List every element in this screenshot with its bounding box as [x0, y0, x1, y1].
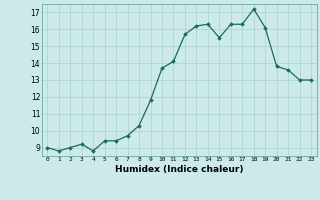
X-axis label: Humidex (Indice chaleur): Humidex (Indice chaleur) — [115, 165, 244, 174]
